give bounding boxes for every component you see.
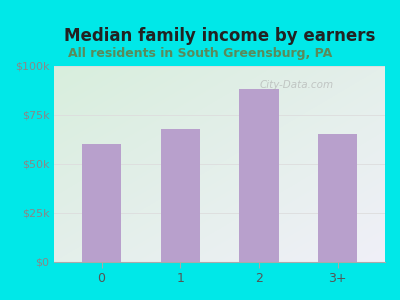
Title: Median family income by earners: Median family income by earners xyxy=(64,27,375,45)
Text: All residents in South Greensburg, PA: All residents in South Greensburg, PA xyxy=(68,46,332,59)
Text: City-Data.com: City-Data.com xyxy=(259,80,334,90)
Bar xyxy=(318,134,358,262)
Bar xyxy=(82,144,121,262)
Bar xyxy=(161,129,200,262)
Bar xyxy=(239,89,279,262)
